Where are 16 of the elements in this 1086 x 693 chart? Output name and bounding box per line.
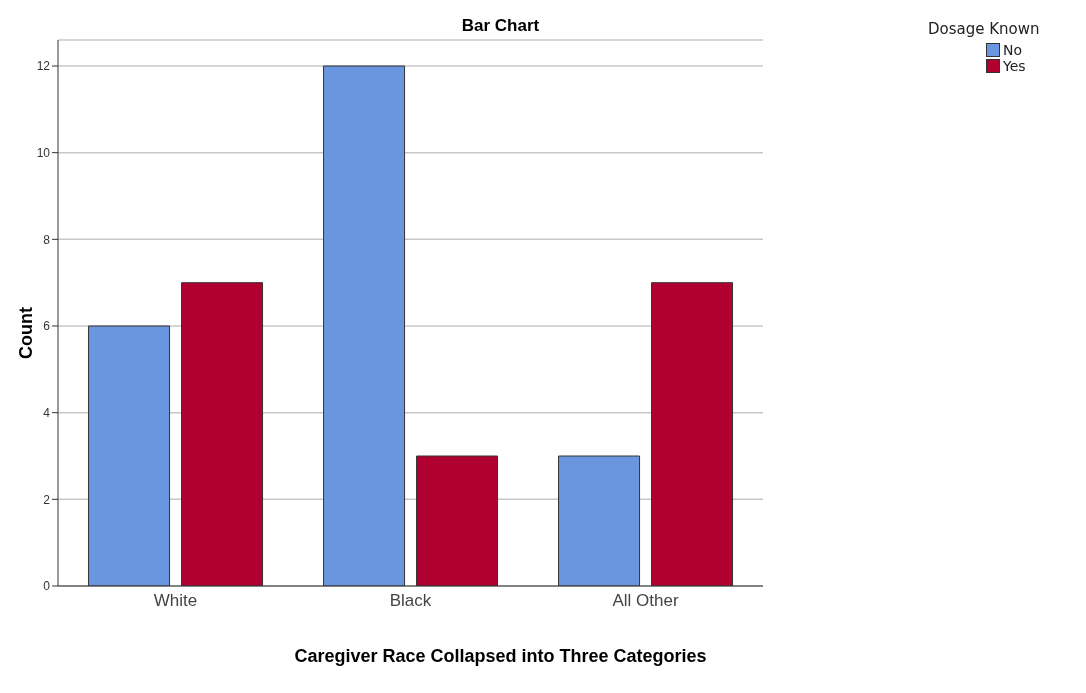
x-tick-label: All Other — [612, 591, 679, 611]
x-tick-label: Black — [389, 591, 432, 611]
y-tick-label: 12 — [36, 59, 51, 74]
y-tick-label: 10 — [36, 145, 51, 160]
y-tick-label: 6 — [43, 319, 51, 334]
legend-label: Yes — [1003, 58, 1026, 74]
x-tick-label: White — [153, 591, 198, 611]
y-axis-title: Count — [15, 307, 37, 359]
x-axis-title: Caregiver Race Collapsed into Three Categories — [293, 646, 708, 667]
chart-title: Bar Chart — [460, 16, 541, 36]
legend-label: No — [1003, 42, 1023, 58]
y-tick-label: 8 — [43, 232, 51, 247]
y-tick-label: 2 — [43, 492, 51, 507]
y-tick-label: 4 — [43, 405, 51, 420]
legend-title: Dosage Known — [928, 20, 1041, 38]
y-tick-label: 0 — [43, 579, 51, 594]
